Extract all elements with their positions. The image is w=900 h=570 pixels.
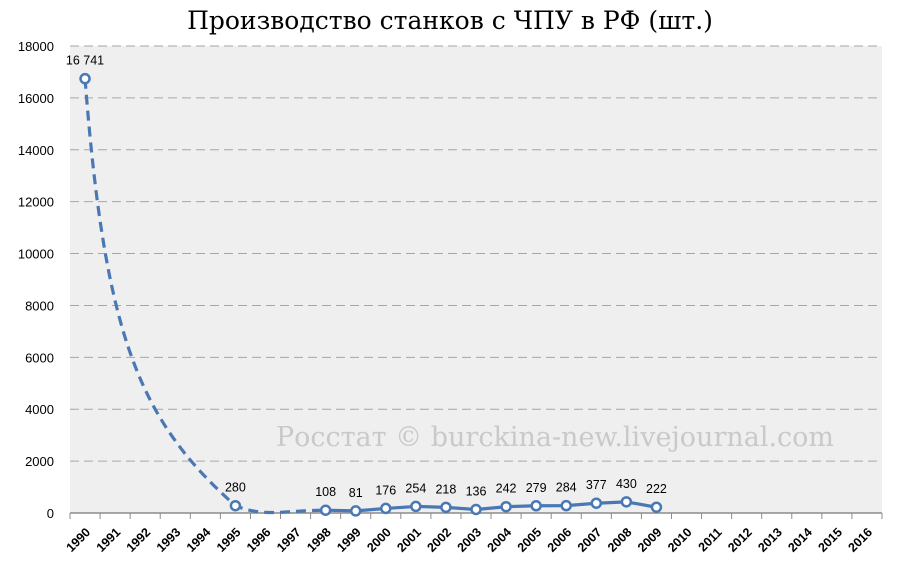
data-label: 222: [646, 482, 667, 496]
x-tick-label: 2004: [485, 525, 515, 555]
x-tick-label: 2005: [515, 525, 545, 555]
x-tick-label: 2009: [635, 525, 665, 555]
data-label: 377: [586, 478, 607, 492]
data-point: [470, 503, 482, 516]
data-label: 279: [526, 481, 547, 495]
x-tick-label: 2000: [364, 525, 394, 555]
x-tick-label: 2007: [575, 525, 605, 555]
x-tick-label: 1991: [94, 525, 124, 555]
data-point: [590, 497, 603, 509]
y-tick-label: 2000: [25, 454, 54, 469]
x-tick-label: 1993: [154, 525, 184, 555]
data-label: 136: [466, 484, 487, 498]
data-label: 108: [315, 485, 336, 499]
y-tick-label: 4000: [25, 402, 54, 417]
x-tick-label: 2008: [605, 525, 635, 555]
y-tick-label: 18000: [18, 39, 54, 54]
data-point: [440, 501, 452, 514]
data-label: 254: [405, 481, 426, 495]
x-tick-label: 2003: [455, 525, 485, 555]
x-tick-label: 1998: [304, 525, 334, 555]
data-label: 430: [616, 477, 637, 491]
data-point: [319, 504, 332, 516]
data-label: 176: [375, 483, 396, 497]
chart-title: Производство станков с ЧПУ в РФ (шт.): [187, 6, 713, 35]
data-label: 218: [435, 482, 456, 496]
data-point: [79, 72, 91, 85]
x-tick-label: 1994: [184, 525, 214, 555]
watermark-text: Росстат © burckina-new.livejournal.com: [276, 422, 834, 453]
y-tick-label: 6000: [25, 350, 54, 365]
x-tick-label: 2013: [755, 525, 785, 555]
data-label: 280: [225, 481, 246, 495]
x-tick-label: 1999: [334, 525, 364, 555]
x-tick-label: 1996: [244, 525, 274, 555]
x-tick-label: 2006: [545, 525, 575, 555]
y-tick-label: 16000: [18, 91, 54, 106]
x-tick-label: 2010: [665, 525, 695, 555]
data-point: [410, 500, 422, 513]
data-label: 284: [556, 481, 577, 495]
data-point: [229, 499, 242, 512]
data-label: 242: [496, 482, 517, 496]
x-tick-label: 2015: [815, 525, 845, 555]
x-tick-label: 1990: [64, 525, 94, 555]
x-tick-label: 2012: [725, 525, 755, 555]
series-line-dashed: [83, 78, 326, 515]
y-tick-label: 12000: [18, 195, 54, 210]
data-point: [620, 496, 633, 508]
data-point: [560, 499, 572, 512]
data-point: [500, 500, 512, 513]
x-tick-label: 1997: [274, 525, 304, 555]
y-tick-label: 0: [47, 506, 54, 521]
data-label: 16 741: [66, 54, 104, 68]
x-tick-label: 2014: [785, 525, 815, 555]
x-tick-label: 2002: [424, 525, 454, 555]
plot-area: [70, 46, 882, 513]
data-point: [380, 502, 392, 515]
y-tick-label: 10000: [18, 247, 54, 262]
x-tick-label: 2011: [696, 525, 725, 554]
x-tick-label: 2016: [846, 525, 876, 555]
x-tick-label: 2001: [394, 525, 424, 555]
data-point: [650, 501, 663, 513]
data-label: 81: [349, 486, 363, 500]
x-tick-label: 1995: [214, 525, 244, 555]
data-point: [349, 505, 362, 517]
y-tick-label: 14000: [18, 143, 54, 158]
x-tick-label: 1992: [124, 525, 154, 555]
data-point: [530, 500, 542, 512]
y-tick-label: 8000: [25, 298, 54, 313]
